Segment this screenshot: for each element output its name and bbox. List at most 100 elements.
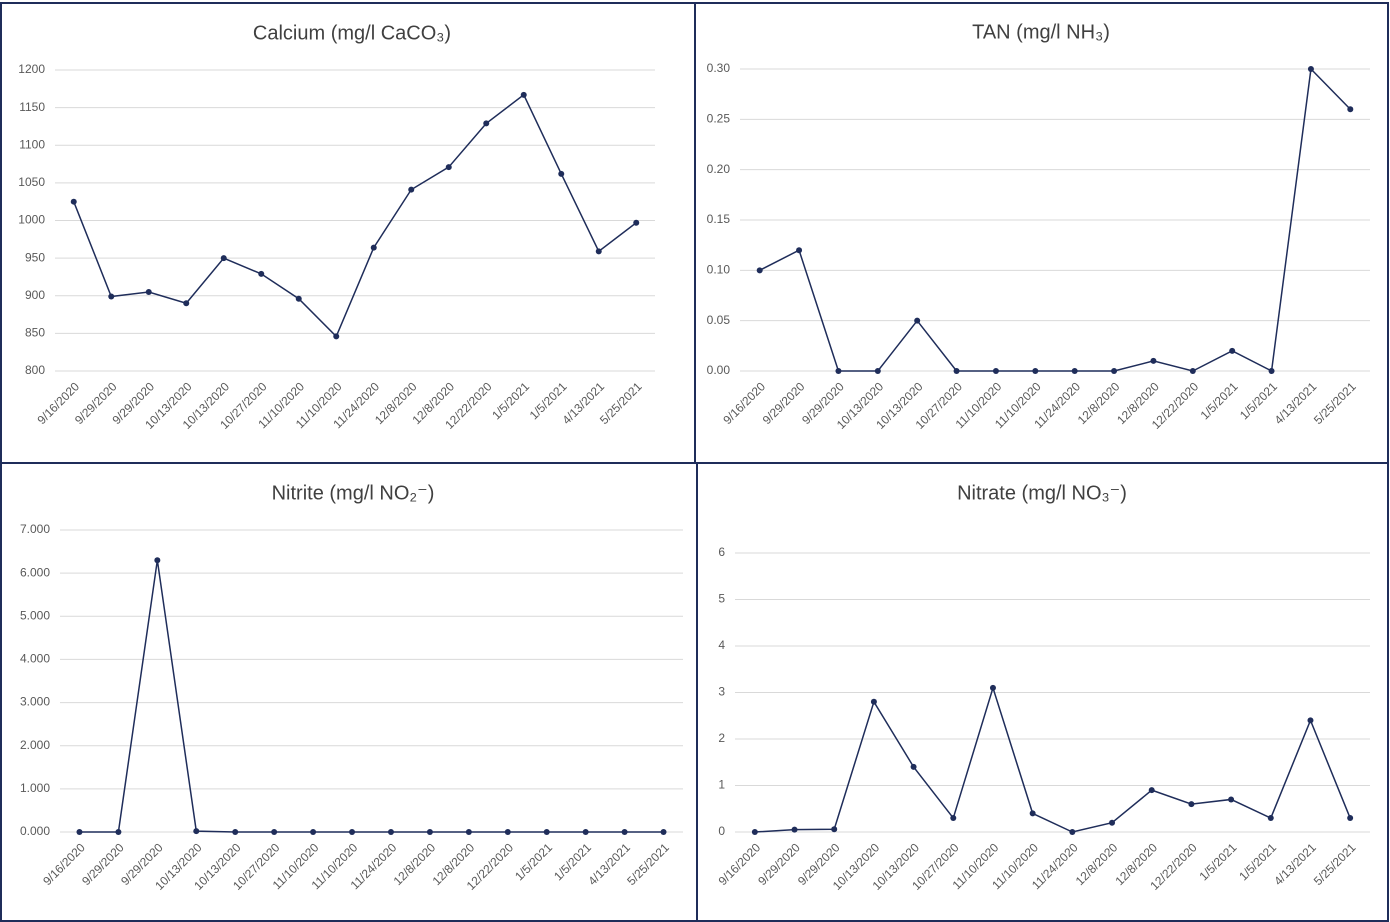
- data-point: [145, 288, 152, 295]
- data-point: [791, 826, 798, 833]
- y-tick-label: 0.10: [707, 263, 731, 277]
- data-point: [70, 198, 77, 205]
- data-line: [79, 560, 664, 833]
- y-tick-label: 900: [25, 288, 45, 302]
- data-point: [445, 164, 452, 171]
- data-point: [914, 317, 921, 324]
- data-point: [992, 368, 999, 374]
- panel: [694, 2, 1389, 464]
- data-point: [1229, 347, 1236, 354]
- y-tick-label: 850: [25, 326, 45, 340]
- y-tick-label: 1.000: [20, 781, 50, 795]
- y-tick-label: 0.15: [707, 212, 731, 226]
- y-tick-label: 0.00: [707, 363, 731, 377]
- y-tick-label: 1150: [19, 100, 45, 114]
- data-point: [520, 91, 527, 98]
- y-tick-label: 950: [25, 250, 45, 264]
- data-line: [73, 93, 637, 338]
- y-tick-label: 3.000: [20, 695, 50, 709]
- data-point: [874, 368, 881, 374]
- data-point: [465, 829, 472, 835]
- data-point: [108, 293, 115, 300]
- data-point: [333, 333, 340, 340]
- data-point: [387, 829, 394, 835]
- data-point: [1228, 796, 1235, 803]
- y-tick-label: 5.000: [20, 608, 50, 622]
- data-point: [796, 247, 803, 254]
- chart-title: Calcium (mg/l CaCO₃): [253, 22, 451, 44]
- data-point: [220, 255, 227, 262]
- data-point: [258, 270, 265, 277]
- data-point: [751, 829, 758, 835]
- y-tick-label: 0.05: [707, 313, 731, 327]
- data-point: [1347, 815, 1354, 822]
- chart-title: Nitrite (mg/l NO₂⁻): [272, 482, 435, 504]
- data-point: [193, 828, 200, 835]
- data-point: [621, 829, 628, 835]
- y-tick-label: 0.000: [20, 824, 50, 838]
- y-tick-label: 1000: [18, 213, 45, 227]
- y-tick-label: 0: [718, 824, 725, 838]
- data-point: [910, 763, 917, 770]
- panel: [0, 2, 696, 464]
- data-point: [950, 815, 957, 822]
- y-tick-label: 4.000: [20, 652, 50, 666]
- y-tick-label: 0.20: [707, 162, 731, 176]
- data-point: [989, 684, 996, 691]
- data-point: [953, 368, 960, 374]
- data-point: [1188, 801, 1195, 808]
- data-point: [370, 244, 377, 251]
- data-point: [310, 829, 317, 835]
- data-point: [582, 829, 589, 835]
- data-point: [232, 829, 239, 835]
- data-point: [295, 295, 302, 302]
- data-point: [183, 300, 190, 307]
- data-point: [1029, 810, 1036, 817]
- data-point: [595, 248, 602, 255]
- data-point: [408, 186, 415, 193]
- y-tick-label: 7.000: [20, 522, 50, 536]
- data-point: [1032, 368, 1039, 374]
- data-point: [1307, 717, 1314, 724]
- y-tick-label: 6: [718, 545, 725, 559]
- data-line: [754, 685, 1351, 833]
- data-point: [483, 120, 490, 127]
- data-point: [1148, 787, 1155, 794]
- y-tick-label: 2: [718, 731, 725, 745]
- y-tick-label: 1050: [18, 175, 45, 189]
- data-point: [1111, 368, 1118, 374]
- y-tick-label: 3: [718, 685, 725, 699]
- data-point: [349, 829, 356, 835]
- y-tick-label: 4: [718, 638, 725, 652]
- data-point: [831, 826, 838, 833]
- data-point: [1150, 357, 1157, 364]
- y-tick-label: 1100: [19, 137, 45, 151]
- data-point: [756, 267, 763, 274]
- y-tick-label: 6.000: [20, 565, 50, 579]
- data-point: [504, 829, 511, 835]
- data-point: [1071, 368, 1078, 374]
- data-point: [271, 829, 278, 835]
- y-tick-label: 2.000: [20, 738, 50, 752]
- data-line: [759, 67, 1351, 373]
- chart-title: TAN (mg/l NH₃): [972, 21, 1110, 43]
- y-tick-label: 5: [718, 592, 725, 606]
- data-point: [76, 829, 83, 835]
- data-point: [1268, 368, 1275, 374]
- y-tick-label: 800: [25, 363, 45, 377]
- data-point: [558, 170, 565, 177]
- y-tick-label: 0.25: [707, 112, 731, 126]
- data-point: [870, 698, 877, 705]
- y-tick-label: 1200: [18, 62, 45, 76]
- data-point: [1189, 368, 1196, 374]
- y-tick-label: 0.30: [707, 61, 731, 75]
- data-point: [1307, 66, 1314, 72]
- y-tick-label: 1: [718, 778, 725, 792]
- data-point: [1069, 829, 1076, 835]
- data-point: [835, 368, 842, 374]
- data-point: [633, 219, 640, 226]
- chart-title: Nitrate (mg/l NO₃⁻): [957, 482, 1127, 504]
- data-point: [1109, 819, 1116, 826]
- data-point: [426, 829, 433, 835]
